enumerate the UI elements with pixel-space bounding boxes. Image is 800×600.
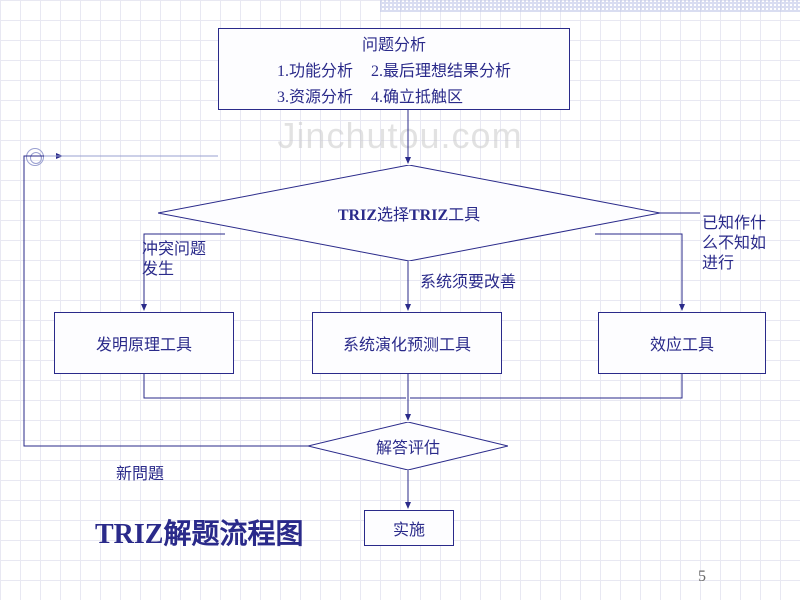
tool-label: 发明原理工具 bbox=[96, 331, 192, 355]
node-evaluation: 解答评估 bbox=[308, 422, 508, 470]
implement-label: 实施 bbox=[393, 516, 425, 540]
tool-label: 效应工具 bbox=[650, 331, 714, 355]
eval-label: 解答评估 bbox=[376, 434, 440, 458]
edge-label-improve: 系统须要改善 bbox=[420, 268, 516, 292]
problem-item: 1.功能分析 bbox=[277, 57, 353, 81]
problem-item: 2.最后理想结果分析 bbox=[371, 57, 511, 81]
edge-label-conflict: 冲突问题 发生 bbox=[142, 240, 206, 280]
node-select-tool: TRIZ选择TRIZ工具选择TRIZ工具 bbox=[158, 165, 660, 261]
diagram-title: TRIZ解题流程图 bbox=[95, 512, 303, 552]
problem-title: 问题分析 bbox=[362, 31, 426, 55]
problem-item: 4.确立抵触区 bbox=[371, 83, 511, 107]
node-problem-analysis: 问题分析 1.功能分析 2.最后理想结果分析 3.资源分析 4.确立抵触区 bbox=[218, 28, 570, 110]
tool-label: 系统演化预测工具 bbox=[343, 331, 471, 355]
decorative-top-bar bbox=[380, 0, 800, 12]
page-number: 5 bbox=[698, 568, 706, 586]
edge-label-newproblem: 新問題 bbox=[116, 460, 164, 484]
node-tool-evolution: 系统演化预测工具 bbox=[312, 312, 502, 374]
decorative-ring bbox=[26, 148, 44, 166]
problem-items: 1.功能分析 2.最后理想结果分析 3.资源分析 4.确立抵触区 bbox=[277, 57, 511, 107]
node-tool-invention: 发明原理工具 bbox=[54, 312, 234, 374]
problem-item: 3.资源分析 bbox=[277, 83, 353, 107]
edge-label-unknown: 已知作什 么不知如 进行 bbox=[702, 214, 766, 274]
watermark: Jinchutou.com bbox=[277, 115, 522, 157]
node-tool-effect: 效应工具 bbox=[598, 312, 766, 374]
select-label: TRIZ选择TRIZ工具选择TRIZ工具 bbox=[338, 201, 480, 225]
node-implement: 实施 bbox=[364, 510, 454, 546]
